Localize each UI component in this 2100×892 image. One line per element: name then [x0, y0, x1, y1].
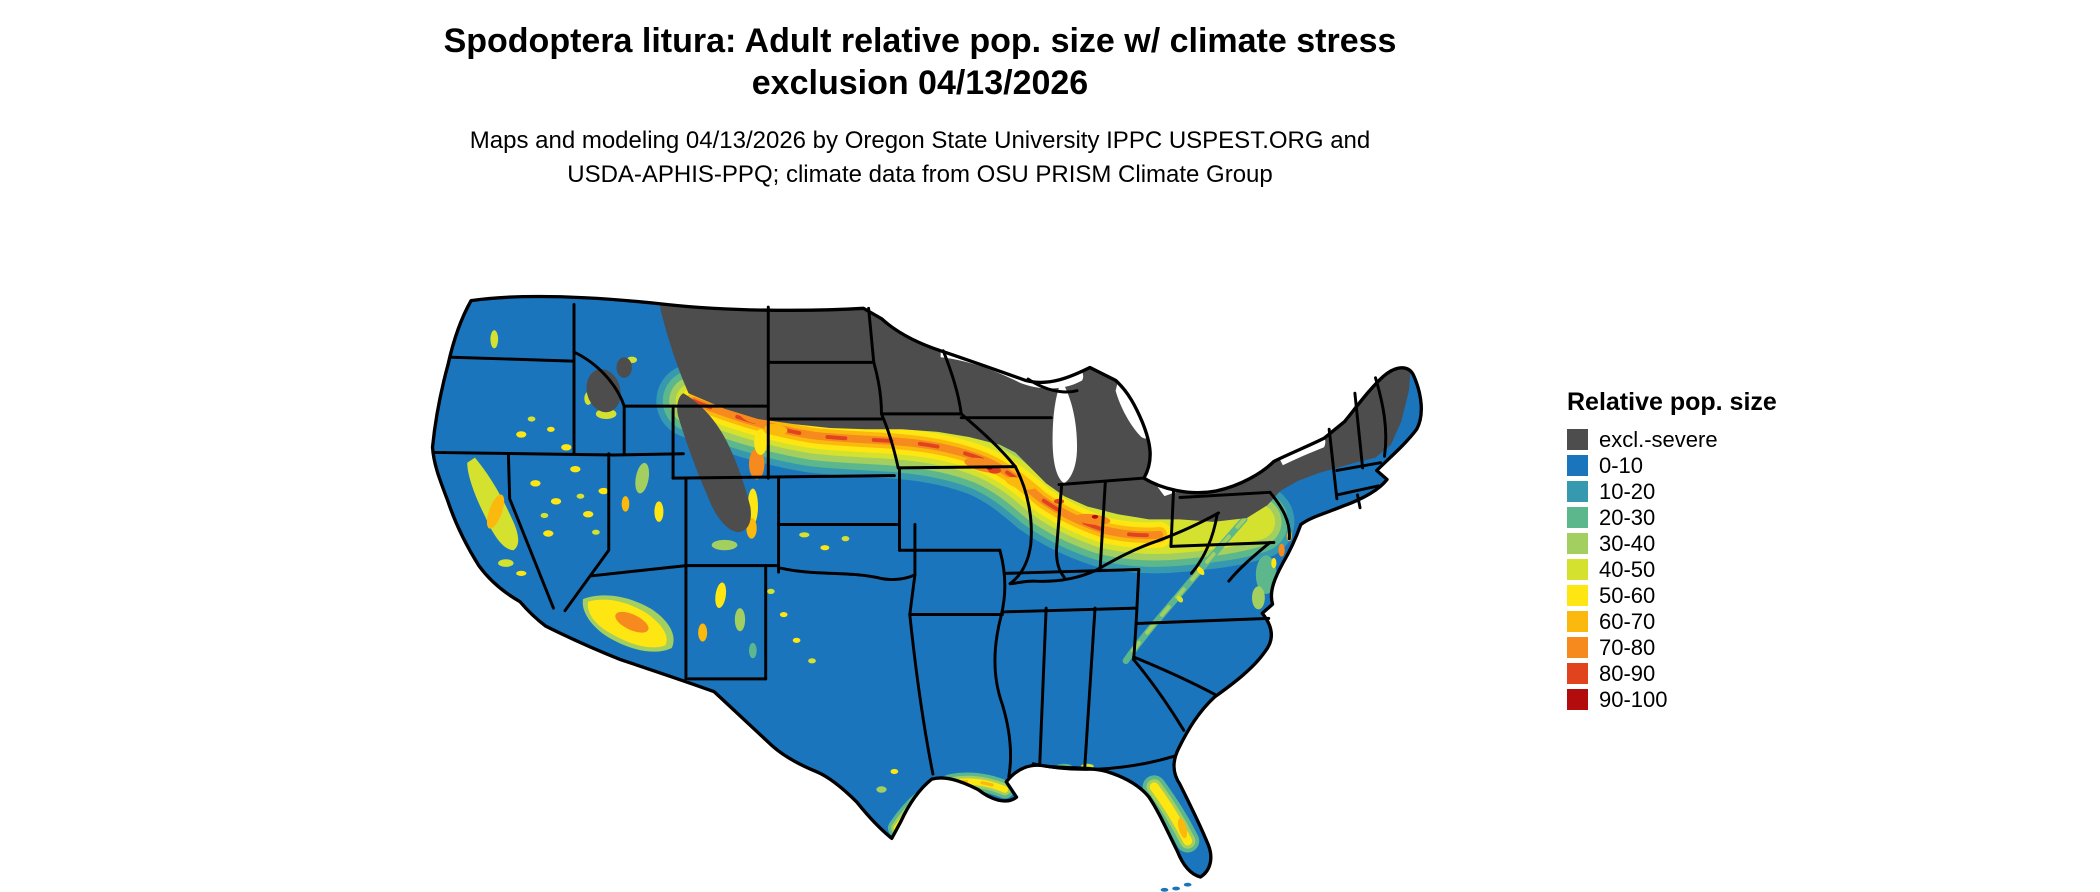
- map-title-line2: exclusion 04/13/2026: [751, 64, 1089, 102]
- legend-label: 60-70: [1599, 608, 1656, 634]
- map-title: Spodoptera litura: Adult relative pop. s…: [300, 20, 1540, 104]
- legend-swatch: [1567, 507, 1588, 528]
- legend: Relative pop. size excl.-severe 0-10 10-…: [1567, 388, 1777, 715]
- legend-swatch: [1567, 559, 1588, 580]
- map-subtitle-line1: Maps and modeling 04/13/2026 by Oregon S…: [469, 127, 1371, 154]
- lake-erie: [1156, 462, 1233, 497]
- legend-label: 30-40: [1599, 530, 1656, 556]
- legend-item-40-50: 40-50: [1567, 556, 1777, 582]
- legend-swatch: [1567, 689, 1588, 710]
- legend-item-80-90: 80-90: [1567, 660, 1777, 686]
- western-mountain-patches: [467, 330, 850, 664]
- legend-swatch: [1567, 533, 1588, 554]
- lake-superior: [940, 346, 1084, 389]
- state-borders: [432, 303, 1388, 779]
- legend-label: 70-80: [1599, 634, 1656, 660]
- legend-label: 20-30: [1599, 504, 1656, 530]
- florida-keys: [1160, 882, 1192, 892]
- legend-item-50-60: 50-60: [1567, 582, 1777, 608]
- legend-swatch: [1567, 663, 1588, 684]
- legend-item-60-70: 60-70: [1567, 608, 1777, 634]
- legend-title: Relative pop. size: [1567, 388, 1777, 416]
- us-map: [430, 294, 1423, 892]
- legend-swatch: [1567, 429, 1588, 450]
- legend-label: 40-50: [1599, 556, 1656, 582]
- map-subtitle: Maps and modeling 04/13/2026 by Oregon S…: [300, 124, 1540, 192]
- legend-swatch: [1567, 481, 1588, 502]
- legend-item-20-30: 20-30: [1567, 504, 1777, 530]
- legend-item-excl-severe: excl.-severe: [1567, 426, 1777, 452]
- legend-label: 80-90: [1599, 660, 1656, 686]
- legend-swatch: [1567, 637, 1588, 658]
- legend-item-10-20: 10-20: [1567, 478, 1777, 504]
- legend-label: 0-10: [1599, 452, 1644, 478]
- legend-item-90-100: 90-100: [1567, 686, 1777, 712]
- legend-swatch: [1567, 611, 1588, 632]
- legend-item-30-40: 30-40: [1567, 530, 1777, 556]
- legend-item-70-80: 70-80: [1567, 634, 1777, 660]
- legend-label: 50-60: [1599, 582, 1656, 608]
- map-title-line1: Spodoptera litura: Adult relative pop. s…: [443, 22, 1397, 60]
- legend-swatch: [1567, 455, 1588, 476]
- legend-label: 10-20: [1599, 478, 1656, 504]
- map-subtitle-line2: USDA-APHIS-PPQ; climate data from OSU PR…: [567, 161, 1273, 188]
- conus-outline: [430, 294, 1423, 879]
- lake-michigan: [1052, 380, 1078, 484]
- legend-label: 90-100: [1599, 686, 1668, 712]
- legend-label: excl.-severe: [1599, 426, 1718, 452]
- legend-swatch: [1567, 585, 1588, 606]
- legend-item-0-10: 0-10: [1567, 452, 1777, 478]
